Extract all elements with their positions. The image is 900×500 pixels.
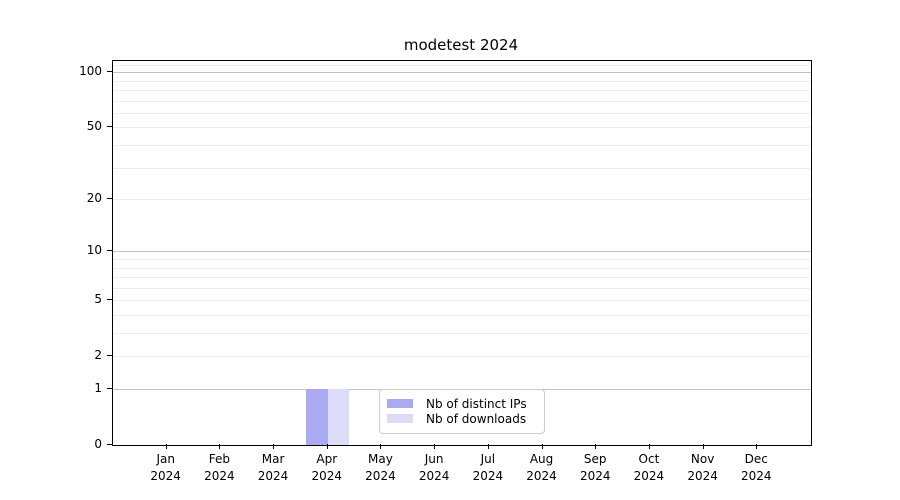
ytick-mark-5 — [107, 299, 112, 301]
ytick-mark-1 — [107, 388, 112, 389]
ytick-label-50: 50 — [86, 119, 102, 134]
gridline-minor-y30 — [113, 167, 811, 169]
gridline-minor-y5 — [113, 300, 811, 302]
xtick-label-jan: Jan 2024 — [150, 452, 181, 483]
ytick-label-5: 5 — [94, 292, 102, 307]
legend-swatch-distinct-ips — [387, 399, 413, 408]
xtick-label-apr: Apr 2024 — [311, 452, 343, 483]
gridline-minor-y4 — [113, 314, 811, 316]
xtick-mark-oct — [648, 444, 650, 449]
ytick-mark-50 — [107, 126, 112, 128]
gridline-minor-y7 — [113, 277, 811, 279]
ytick-label-2: 2 — [94, 348, 102, 363]
xtick-label-jun: Jun 2024 — [418, 452, 450, 483]
xtick-mark-feb — [219, 444, 221, 449]
ytick-label-100: 100 — [79, 64, 102, 79]
xtick-label-may: May 2024 — [365, 452, 396, 483]
gridline-minor-y60 — [113, 112, 811, 114]
gridline-minor-y8 — [113, 267, 811, 269]
legend-entry-distinct-ips: Nb of distinct IPs — [387, 396, 544, 411]
xtick-mark-jul — [487, 444, 489, 449]
plot-area: Nb of distinct IPs Nb of downloads — [112, 60, 812, 446]
legend-label-downloads: Nb of downloads — [426, 411, 527, 426]
gridline-minor-y70 — [113, 100, 811, 102]
gridline-minor-y90 — [113, 80, 811, 82]
gridline-minor-y9 — [113, 258, 811, 260]
gridline-minor-y3 — [113, 333, 811, 334]
ytick-label-0: 0 — [94, 437, 102, 451]
xtick-label-sep: Sep 2024 — [579, 452, 611, 483]
bar-nb-of-downloads-apr — [327, 389, 350, 445]
legend-label-distinct-ips: Nb of distinct IPs — [426, 396, 527, 411]
xtick-mark-mar — [273, 444, 275, 449]
xtick-label-feb: Feb 2024 — [204, 452, 235, 483]
legend-entry-downloads: Nb of downloads — [387, 411, 544, 426]
ytick-mark-2 — [107, 355, 112, 357]
ytick-mark-0 — [107, 444, 112, 445]
xtick-mark-aug — [541, 444, 543, 449]
xtick-mark-dec — [756, 444, 758, 449]
xtick-label-dec: Dec 2024 — [741, 452, 772, 483]
xtick-mark-may — [380, 444, 382, 449]
xtick-mark-jan — [165, 444, 167, 449]
gridline-minor-y80 — [113, 90, 811, 91]
gridline-major-y100 — [113, 72, 811, 74]
ytick-label-1: 1 — [94, 381, 102, 395]
xtick-mark-sep — [595, 444, 597, 449]
gridline-minor-y20 — [113, 199, 811, 201]
xtick-mark-nov — [702, 444, 704, 449]
xtick-mark-apr — [326, 444, 328, 449]
legend-swatch-downloads — [387, 414, 413, 423]
gridline-minor-y2 — [113, 356, 811, 358]
gridline-minor-y6 — [113, 287, 811, 289]
bar-nb-of-distinct-ips-apr — [306, 389, 328, 445]
xtick-label-mar: Mar 2024 — [257, 452, 289, 483]
ytick-label-10: 10 — [86, 243, 102, 258]
gridline-minor-y40 — [113, 145, 811, 146]
ytick-mark-20 — [107, 198, 112, 200]
xtick-mark-jun — [434, 444, 436, 449]
legend: Nb of distinct IPs Nb of downloads — [379, 389, 545, 434]
ytick-label-20: 20 — [86, 191, 102, 206]
gridline-major-y10 — [113, 251, 811, 253]
gridline-minor-y50 — [113, 127, 811, 129]
gridline-minor-y110 — [113, 64, 811, 66]
xtick-label-aug: Aug 2024 — [526, 452, 557, 483]
xtick-label-jul: Jul 2024 — [472, 452, 504, 483]
ytick-mark-10 — [107, 250, 112, 252]
xtick-label-nov: Nov 2024 — [687, 452, 718, 483]
ytick-mark-100 — [107, 71, 112, 73]
chart-title: modetest 2024 — [403, 36, 519, 54]
xtick-label-oct: Oct 2024 — [633, 452, 665, 483]
